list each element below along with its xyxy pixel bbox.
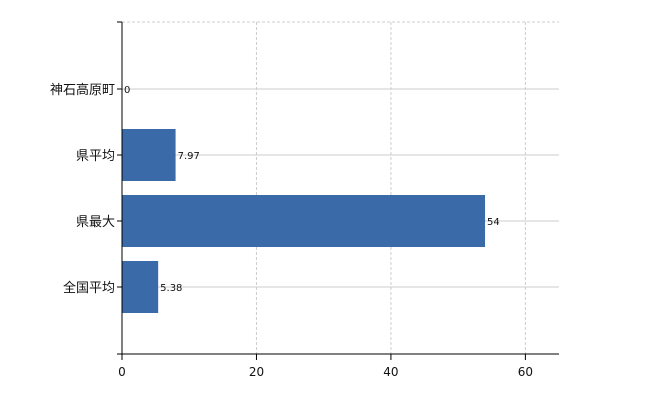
x-tick-label-40: 40: [383, 365, 398, 379]
category-label-1: 県平均: [76, 149, 115, 164]
x-tick-label-0: 0: [118, 365, 126, 379]
category-label-2: 県最大: [76, 215, 115, 230]
bar-3: [122, 261, 159, 313]
category-label-0: 神石高原町: [50, 82, 115, 98]
data-label-0: 0: [124, 85, 130, 96]
x-tick-label-20: 20: [249, 365, 264, 379]
category-label-3: 全国平均: [63, 280, 115, 296]
bar-2: [122, 195, 486, 247]
data-label-1: 7.97: [178, 151, 200, 162]
data-label-2: 54: [487, 217, 500, 228]
x-tick-label-60: 60: [518, 365, 533, 379]
data-label-3: 5.38: [160, 283, 182, 294]
bar-1: [122, 129, 176, 181]
